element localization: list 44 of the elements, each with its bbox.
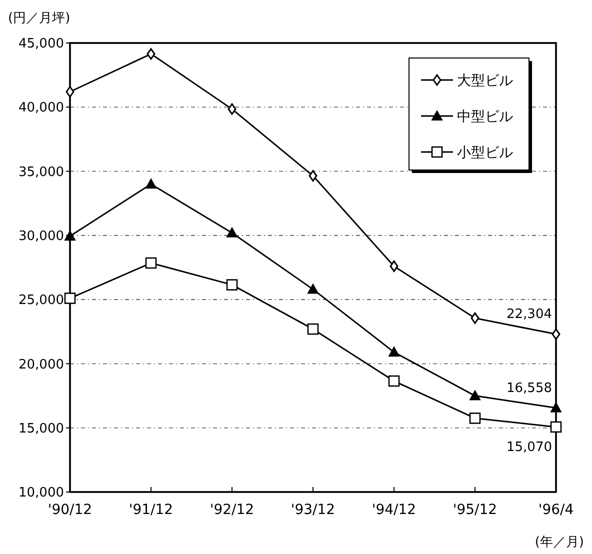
- point: [552, 328, 560, 340]
- y-tick-label: 40,000: [18, 100, 64, 116]
- legend-label: 大型ビル: [457, 72, 513, 89]
- point: [308, 284, 318, 294]
- data-label: 22,304: [506, 307, 552, 322]
- x-tick-label: '95/12: [452, 502, 498, 518]
- point: [146, 48, 156, 60]
- y-tick-label: 35,000: [18, 164, 64, 180]
- legend-label: 小型ビル: [457, 144, 513, 161]
- legend-label: 中型ビル: [457, 108, 513, 125]
- point: [64, 292, 76, 304]
- point: [469, 412, 481, 424]
- data-label: 16,558: [506, 380, 552, 396]
- y-tick-label: 10,000: [18, 486, 64, 501]
- point: [307, 323, 319, 335]
- point: [388, 375, 400, 387]
- x-tick-label: '91/12: [128, 502, 174, 518]
- point: [66, 86, 74, 98]
- y-tick-label: 20,000: [18, 357, 64, 372]
- y-tick-label: 45,000: [18, 36, 64, 52]
- point: [226, 279, 238, 290]
- point: [308, 170, 318, 182]
- point: [146, 178, 156, 189]
- point: [226, 227, 238, 238]
- y-axis-title: (円／月坪): [8, 11, 70, 26]
- point: [390, 260, 398, 272]
- x-tick-label: '94/12: [372, 502, 416, 518]
- point: [550, 421, 562, 433]
- x-axis-title: (年／月): [534, 535, 584, 550]
- point: [228, 103, 236, 115]
- point: [470, 312, 480, 324]
- point: [64, 230, 76, 241]
- x-tick-label: '93/12: [290, 502, 336, 518]
- point: [145, 257, 157, 269]
- point: [550, 402, 562, 412]
- y-tick-label: 25,000: [18, 293, 64, 308]
- x-tick-label: '90/12: [48, 502, 92, 518]
- x-tick-label: '92/12: [210, 502, 254, 518]
- x-tick-label: '96/4: [538, 502, 574, 518]
- point: [388, 346, 400, 357]
- y-tick-label: 15,000: [18, 421, 64, 436]
- point: [470, 390, 480, 400]
- y-tick-label: 30,000: [18, 228, 64, 244]
- data-label: 15,070: [506, 440, 552, 455]
